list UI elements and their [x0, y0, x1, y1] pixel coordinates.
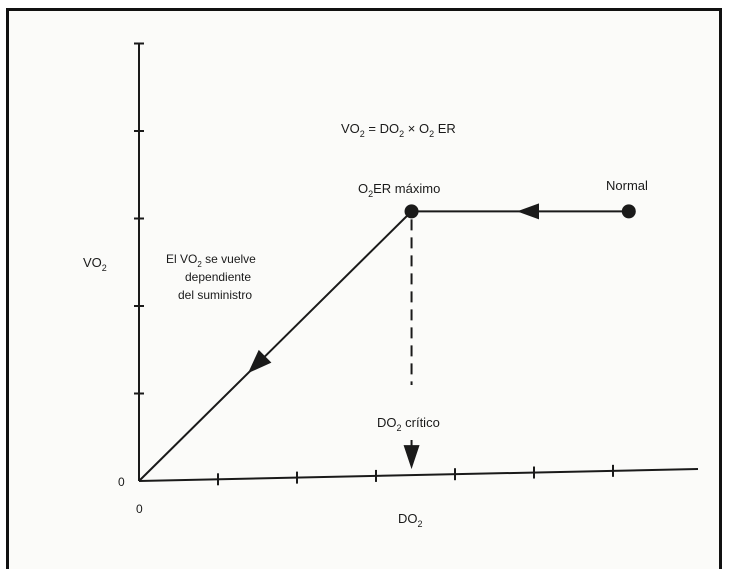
- series-segment-rising: [138, 210, 413, 482]
- annotation-max-o2er: O2ER máximo: [358, 181, 440, 199]
- axis-ticks: [134, 42, 614, 486]
- arrow-critical: [403, 445, 420, 470]
- x-axis: [138, 468, 699, 482]
- normal-point: [621, 204, 636, 219]
- annotation-normal: Normal: [606, 178, 648, 193]
- arrow-rising: [248, 349, 272, 374]
- y-axis-label: VO2: [83, 255, 107, 273]
- annotation-dependent-line2: dependiente: [185, 270, 251, 284]
- arrow-plateau: [517, 203, 539, 220]
- annotation-dependent: El VO2 se vuelve: [166, 252, 256, 269]
- max-o2er-point: [404, 204, 419, 219]
- annotation-critical-do2: DO2 crítico: [377, 415, 440, 433]
- origin-y-label: 0: [118, 475, 125, 489]
- origin-x-label: 0: [136, 502, 143, 516]
- markers: [248, 203, 636, 470]
- equation-label: VO2 = DO2 × O2 ER: [341, 121, 456, 139]
- x-axis-label: DO2: [398, 511, 423, 529]
- annotation-dependent-line3: del suministro: [178, 288, 252, 302]
- axes: [138, 44, 699, 482]
